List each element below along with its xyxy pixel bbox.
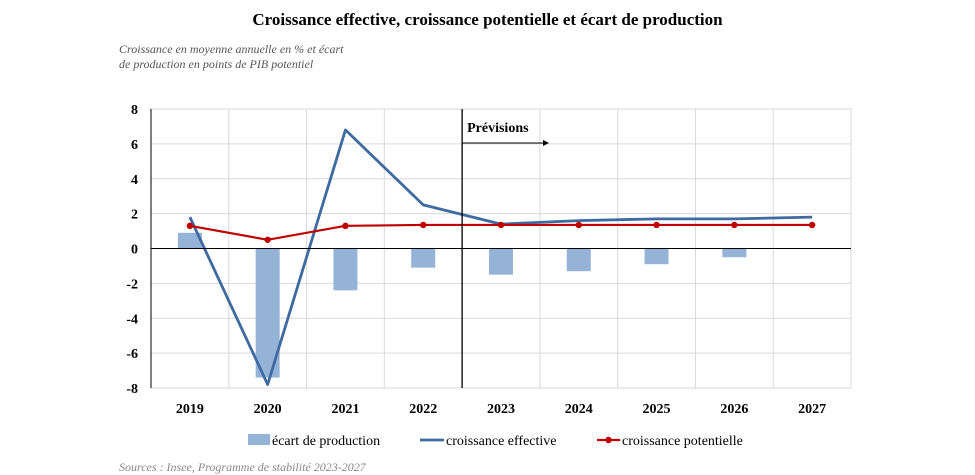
x-tick-label-2023: 2023 <box>487 402 515 417</box>
y-tick-label: 8 <box>131 103 138 118</box>
x-tick-label-2021: 2021 <box>331 402 359 417</box>
y-tick-label: 4 <box>131 173 138 188</box>
x-tick-label-2025: 2025 <box>643 402 671 417</box>
bar-ecart-2026 <box>722 248 747 258</box>
source-note: Sources : Insee, Programme de stabilité … <box>119 460 366 474</box>
x-tick-label-2019: 2019 <box>176 402 204 417</box>
x-tick-label-2022: 2022 <box>409 402 437 417</box>
marker-croissance-potentielle-2023 <box>497 221 505 229</box>
y-tick-label: 0 <box>131 243 138 258</box>
axes: 8 6 4 2 0 -2 -4 -6 -8 2019 2020 2021 2022 2023 2024 202… <box>126 103 851 417</box>
y-tick-label: 2 <box>131 208 138 223</box>
marker-croissance-potentielle-2025 <box>653 221 660 229</box>
y-tick-label: -2 <box>126 277 138 292</box>
y-tick-label: -6 <box>126 347 138 362</box>
legend-label-ecart: écart de production <box>272 434 380 449</box>
forecast-annotation: Prévisions <box>461 109 549 388</box>
y-tick-label: -8 <box>126 382 138 397</box>
marker-croissance-potentielle-2024 <box>575 221 582 229</box>
marker-croissance-potentielle-2021 <box>342 222 349 230</box>
legend: écart de production croissance effective c… <box>248 434 743 449</box>
marker-croissance-potentielle-2019 <box>186 222 194 230</box>
legend-label-effective: croissance effective <box>446 434 557 449</box>
y-tick-label: 6 <box>131 138 138 153</box>
x-tick-label-2024: 2024 <box>565 402 593 417</box>
legend-swatch-ecart <box>248 434 270 445</box>
bar-ecart-2019 <box>177 232 202 249</box>
bar-ecart-2021 <box>333 248 358 291</box>
y-axis-unit-label: Croissance en moyenne annuelle en % et é… <box>119 42 344 71</box>
legend-marker-potentielle <box>605 436 612 444</box>
x-tick-label-2020: 2020 <box>254 402 282 417</box>
chart-title: Croissance effective, croissance potenti… <box>252 10 723 29</box>
bar-ecart-2022 <box>411 248 436 268</box>
legend-label-potentielle: croissance potentielle <box>622 434 743 449</box>
bar-ecart-2023 <box>489 248 513 275</box>
forecast-label: Prévisions <box>467 121 529 136</box>
marker-croissance-potentielle-2022 <box>420 221 427 229</box>
series-lines <box>186 128 816 386</box>
y-tick-label: -4 <box>126 312 138 327</box>
x-tick-label-2026: 2026 <box>720 402 748 417</box>
bars-ecart-de-production <box>177 232 747 378</box>
bar-ecart-2024 <box>566 248 591 272</box>
forecast-arrow-head <box>543 140 549 146</box>
x-tick-label-2027: 2027 <box>798 402 826 417</box>
marker-croissance-potentielle-2026 <box>731 221 738 229</box>
marker-croissance-potentielle-2020 <box>264 236 271 243</box>
bar-ecart-2025 <box>644 248 669 265</box>
marker-croissance-potentielle-2027 <box>808 221 816 229</box>
